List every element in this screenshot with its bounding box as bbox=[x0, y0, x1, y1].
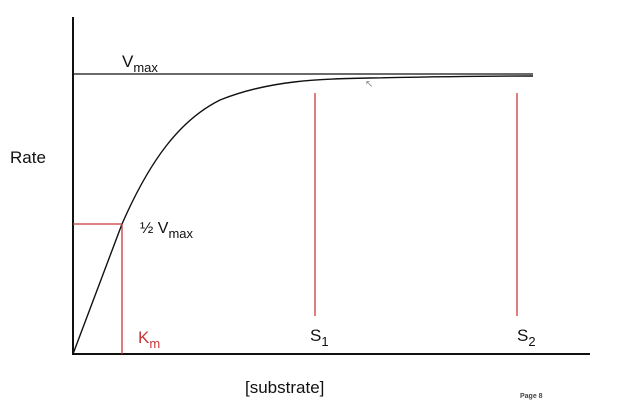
mouse-pointer-icon: ↖ bbox=[365, 79, 374, 90]
s2-main: S bbox=[517, 326, 529, 345]
half-vmax-sub: max bbox=[168, 226, 194, 241]
km-sub: m bbox=[149, 336, 161, 351]
km-main: K bbox=[138, 328, 150, 347]
rate-curve bbox=[72, 75, 534, 355]
s1-sub: 1 bbox=[321, 334, 329, 349]
vmax-label: Vmax bbox=[122, 52, 158, 75]
vmax-sub: max bbox=[133, 60, 158, 75]
s2-label: S2 bbox=[517, 326, 536, 349]
x-axis-label: [substrate] bbox=[245, 378, 325, 397]
half-vmax-label: ½ Vmax bbox=[140, 220, 194, 241]
page-number: Page 8 bbox=[520, 393, 543, 400]
km-label: Km bbox=[138, 328, 161, 351]
y-axis-label: Rate bbox=[10, 148, 46, 167]
half-vmax-main: ½ V bbox=[140, 220, 169, 237]
s2-sub: 2 bbox=[528, 334, 536, 349]
vmax-main: V bbox=[122, 52, 134, 71]
s1-label: S1 bbox=[310, 326, 329, 349]
s1-main: S bbox=[310, 326, 322, 345]
